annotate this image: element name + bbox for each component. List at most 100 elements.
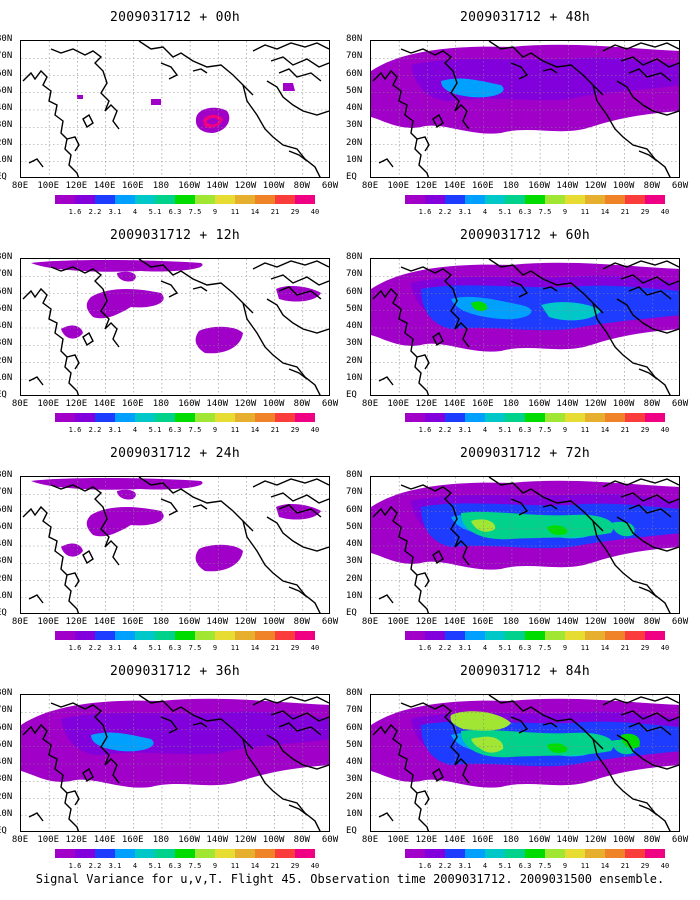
colorbar-label: 1.6: [418, 208, 432, 216]
colorbar-label: 9: [562, 426, 568, 434]
colorbar-label: 11: [580, 426, 590, 434]
colorbar-label: 29: [290, 208, 300, 216]
map-area: [370, 694, 680, 832]
latitude-label: 60N: [346, 722, 363, 733]
coastline: [488, 41, 604, 96]
colorbar-label: 11: [230, 644, 240, 652]
variance-contour: [475, 736, 504, 753]
longitude-label: 100E: [37, 835, 60, 845]
latitude-label: 10N: [346, 590, 363, 601]
colorbar-label: 3.1: [458, 426, 472, 434]
colorbar-label: 9: [212, 644, 218, 652]
variance-contour: [451, 296, 532, 320]
colorbar-swatch: [255, 195, 275, 204]
coastline: [510, 280, 529, 298]
colorbar-label: 14: [600, 644, 610, 652]
colorbar-swatch: [625, 631, 645, 640]
longitude-label: 140W: [556, 835, 579, 845]
latitude-label: 40N: [346, 103, 363, 113]
latitude-label: 30N: [0, 774, 13, 785]
coastline: [628, 68, 672, 82]
coastline: [400, 484, 460, 548]
forecast-panel: 2009031712 + 24h 80N 70N 60N 50N 40N 30N 20N 10N…: [0, 436, 350, 658]
longitude-label: 80E: [361, 399, 379, 409]
latitude-label: 60N: [346, 286, 363, 297]
colorbar-label: 11: [230, 208, 240, 216]
colorbar-swatch: [625, 413, 645, 422]
colorbar-label: 3.1: [108, 644, 122, 652]
colorbar: [55, 849, 315, 859]
colorbar-swatch: [95, 631, 115, 640]
colorbar-label: 21: [620, 208, 630, 216]
panel-title: 2009031712 + 36h: [109, 664, 241, 679]
forecast-panel: 2009031712 + 60h 80N 70N 60N 50N 40N 30N 20N 10N…: [346, 218, 700, 440]
variance-contour: [471, 301, 488, 311]
colorbar-label: 6.3: [518, 426, 532, 434]
coastline: [620, 274, 679, 286]
longitude-label: 180: [152, 835, 170, 845]
colorbar-swatch: [215, 413, 235, 422]
longitude-label: 80E: [11, 399, 29, 409]
coastline: [22, 287, 80, 395]
colorbar-swatch: [275, 631, 295, 640]
latitude-label: 70N: [0, 269, 13, 280]
latitude-label: 50N: [346, 739, 363, 750]
colorbar-swatch: [565, 849, 585, 858]
colorbar-swatch: [95, 849, 115, 858]
longitude-label: 180: [502, 617, 520, 627]
forecast-panel: 2009031712 + 00h 80N 70N 60N 50N 40N 30N 20N 10N…: [0, 0, 350, 222]
coastline: [242, 520, 321, 613]
colorbar-swatch: [645, 413, 665, 422]
colorbar-label: 9: [212, 426, 218, 434]
coastline: [510, 716, 529, 734]
variance-contour: [195, 544, 243, 572]
longitude-label: 180: [152, 181, 170, 191]
coastline: [252, 696, 329, 706]
colorbar-swatch: [295, 631, 315, 640]
coastlines: [372, 477, 679, 613]
latitude-label: 50N: [346, 303, 363, 314]
longitude-label: 120W: [234, 399, 257, 409]
coastline: [22, 69, 80, 177]
coastline: [242, 84, 321, 177]
colorbar-label: 21: [270, 644, 280, 652]
longitude-label: 80W: [643, 617, 660, 627]
latitude-label: 80N: [346, 252, 363, 262]
latitude-label: EQ: [0, 172, 7, 182]
variance-shading: [21, 698, 329, 788]
colorbar-swatch: [195, 195, 215, 204]
colorbar-label: 3.1: [458, 208, 472, 216]
colorbar-swatch: [115, 631, 135, 640]
coastline: [620, 492, 679, 504]
longitude-label: 180: [152, 399, 170, 409]
coastline: [266, 80, 329, 116]
coastline: [270, 492, 329, 504]
latitude-label: 40N: [0, 757, 13, 767]
coastline: [22, 505, 80, 613]
longitude-label: 80E: [361, 181, 379, 191]
colorbar-label: 6.3: [518, 862, 532, 870]
longitude-label: 160W: [178, 399, 200, 409]
latitude-label: 50N: [346, 85, 363, 96]
colorbar-label: 40: [310, 208, 320, 216]
longitude-label: 60W: [671, 617, 689, 627]
colorbar-label: 4: [132, 862, 138, 870]
coastline: [266, 298, 329, 334]
longitude-label: 60W: [671, 835, 689, 845]
coastline: [454, 540, 470, 566]
colorbar-label: 6.3: [168, 862, 182, 870]
colorbar-label: 7.5: [188, 862, 202, 870]
coastline: [252, 42, 329, 52]
latitude-label: 60N: [0, 68, 13, 79]
latitude-label: 50N: [0, 85, 13, 96]
variance-contour: [195, 326, 243, 354]
map-area: [370, 40, 680, 178]
colorbar-swatch: [505, 849, 525, 858]
colorbar-label: 14: [250, 426, 260, 434]
map-area: [20, 258, 330, 396]
longitude-label: 100W: [612, 181, 635, 191]
colorbar-label: 11: [230, 862, 240, 870]
variance-contour: [471, 519, 496, 532]
coastline: [638, 150, 658, 162]
coastline: [28, 812, 44, 822]
